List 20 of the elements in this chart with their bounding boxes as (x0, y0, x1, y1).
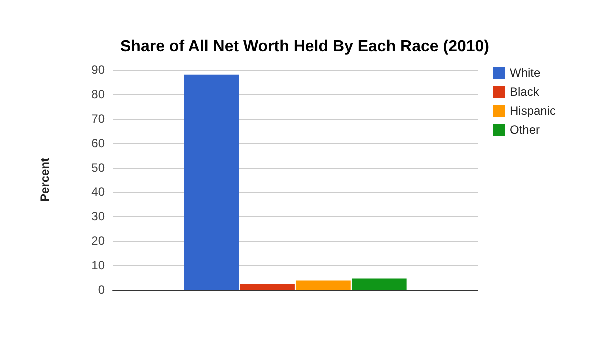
y-tick-label: 20 (92, 234, 106, 248)
legend-label: White (510, 66, 541, 80)
y-tick-label: 0 (98, 283, 106, 297)
y-tick-label: 30 (92, 210, 106, 224)
y-tick-label: 40 (92, 185, 106, 200)
bar (296, 280, 351, 290)
legend-label: Other (510, 123, 540, 137)
y-tick-label: 60 (92, 136, 106, 150)
y-tick-label: 10 (92, 258, 106, 273)
legend-label: Hispanic (510, 104, 556, 118)
bar (240, 284, 295, 290)
y-tick-label: 70 (92, 112, 106, 126)
y-tick-label: 90 (92, 63, 106, 77)
y-tick-label: 80 (92, 87, 106, 102)
chart-title: Share of All Net Worth Held By Each Race (2010) (120, 38, 490, 56)
legend-label: Black (510, 85, 540, 99)
y-axis-title: Percent (38, 158, 52, 202)
y-tick-label: 50 (92, 160, 106, 175)
bar (352, 278, 407, 290)
bar (184, 74, 240, 290)
